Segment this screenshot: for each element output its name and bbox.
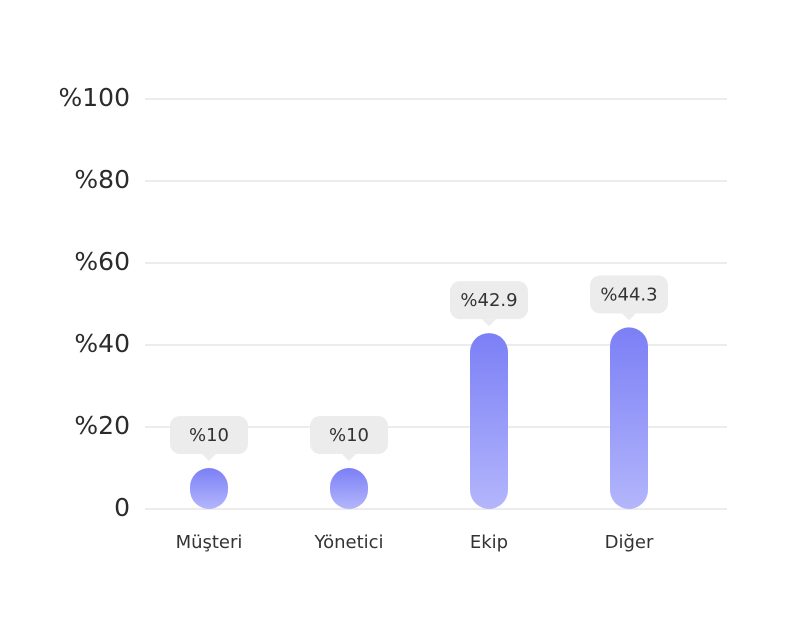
value-label: %42.9 (460, 290, 517, 311)
y-tick-label: %20 (74, 411, 130, 440)
value-bubble (310, 416, 388, 454)
value-bubble-pointer (622, 313, 636, 321)
value-bubble (590, 275, 668, 314)
value-label: %10 (329, 425, 369, 446)
y-tick-label: %100 (59, 83, 130, 112)
bar (190, 468, 228, 509)
value-label: %44.3 (600, 284, 657, 305)
bar (330, 468, 368, 509)
value-label: %10 (189, 425, 229, 446)
x-tick-label: Yönetici (313, 532, 383, 553)
value-bubble-pointer (202, 454, 216, 461)
y-tick-label: %40 (74, 329, 130, 358)
value-bubble-pointer (342, 454, 356, 461)
bar (470, 333, 508, 509)
y-tick-label: %80 (74, 165, 130, 194)
bar (610, 327, 648, 509)
value-bubble (170, 416, 248, 454)
y-tick-label: %60 (74, 247, 130, 276)
x-tick-label: Diğer (605, 532, 654, 553)
x-tick-label: Müşteri (176, 532, 243, 553)
y-tick-label: 0 (114, 493, 130, 522)
value-bubble (450, 281, 528, 320)
value-bubble-pointer (482, 319, 496, 327)
x-tick-label: Ekip (470, 532, 508, 553)
